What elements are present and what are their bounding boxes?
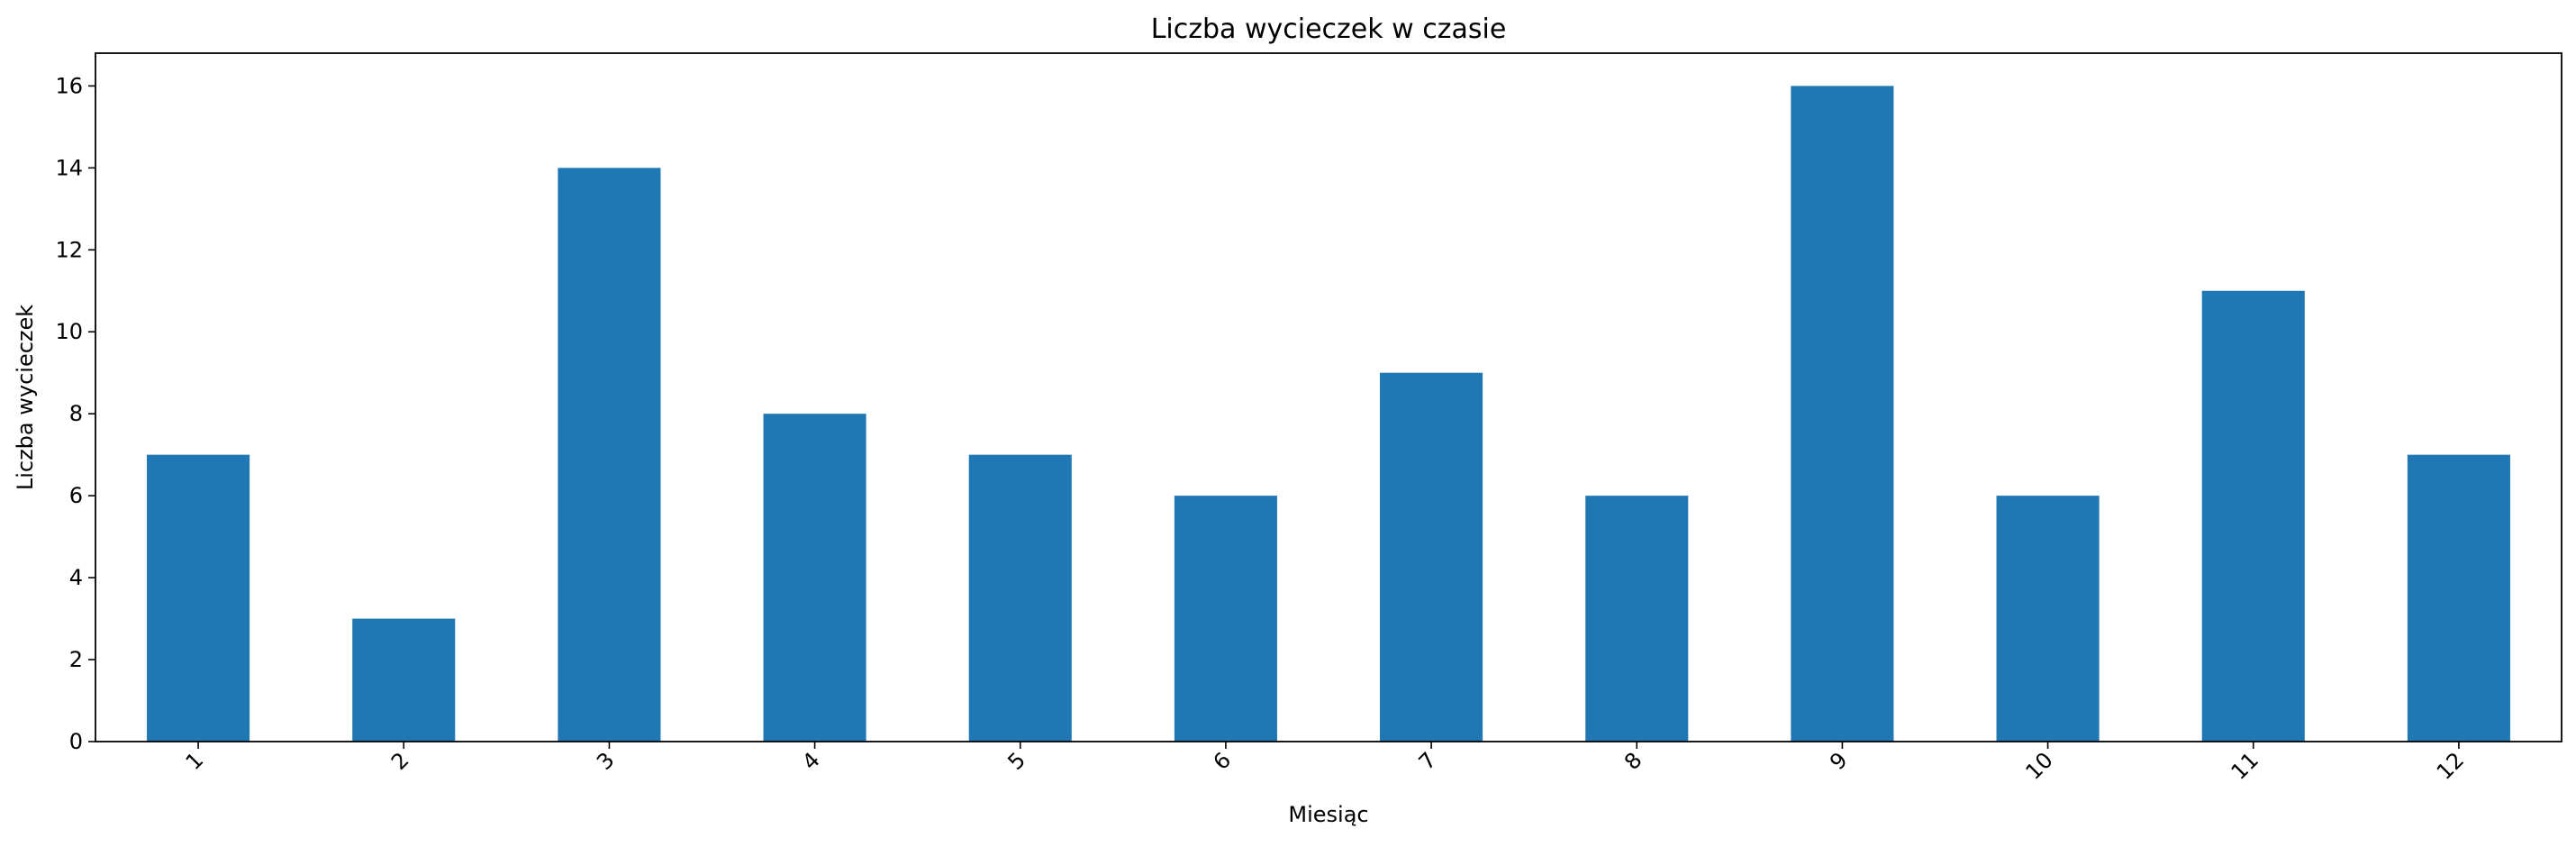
bar-11 <box>2201 290 2305 742</box>
y-tick-label: 4 <box>69 565 83 590</box>
x-tick-label: 10 <box>2020 747 2057 784</box>
bar-3 <box>558 168 661 742</box>
y-tick-label: 10 <box>55 319 83 344</box>
bar-1 <box>147 454 250 742</box>
x-tick-label: 9 <box>1825 747 1853 775</box>
y-tick-label: 6 <box>69 483 83 508</box>
chart-title: Liczba wycieczek w czasie <box>1151 14 1507 45</box>
bar-8 <box>1585 496 1689 742</box>
bar-9 <box>1791 86 1894 742</box>
bar-12 <box>2407 454 2510 742</box>
x-axis-ticks: 1 2 3 4 5 6 7 8 9 10 11 12 <box>181 742 2469 785</box>
y-axis-label: Liczba wycieczek <box>13 305 38 490</box>
x-tick-label: 5 <box>1002 747 1030 775</box>
x-tick-label: 2 <box>386 747 414 775</box>
x-tick-label: 8 <box>1619 747 1647 775</box>
plot-frame <box>95 52 2562 742</box>
x-tick-label: 1 <box>181 747 209 775</box>
x-axis-label: Miesiąc <box>1288 802 1368 827</box>
bar-10 <box>1996 496 2100 742</box>
y-tick-label: 0 <box>69 729 83 754</box>
y-tick-label: 14 <box>55 155 83 180</box>
x-tick-label: 4 <box>797 747 825 775</box>
y-tick-label: 16 <box>55 73 83 98</box>
x-tick-label: 6 <box>1209 747 1237 775</box>
bar-6 <box>1174 496 1277 742</box>
y-tick-label: 8 <box>69 401 83 426</box>
y-axis-ticks: 0 2 4 6 8 10 12 14 16 <box>55 73 95 754</box>
x-tick-label: 12 <box>2432 747 2469 784</box>
bar-7 <box>1380 372 1483 742</box>
bar-4 <box>763 414 866 742</box>
x-tick-label: 7 <box>1414 747 1442 775</box>
x-tick-label: 11 <box>2227 747 2263 784</box>
bars-group <box>147 86 2510 742</box>
x-tick-label: 3 <box>592 747 620 775</box>
bar-2 <box>352 618 456 742</box>
y-tick-label: 12 <box>55 237 83 262</box>
bar-5 <box>968 454 1072 742</box>
y-tick-label: 2 <box>69 647 83 672</box>
